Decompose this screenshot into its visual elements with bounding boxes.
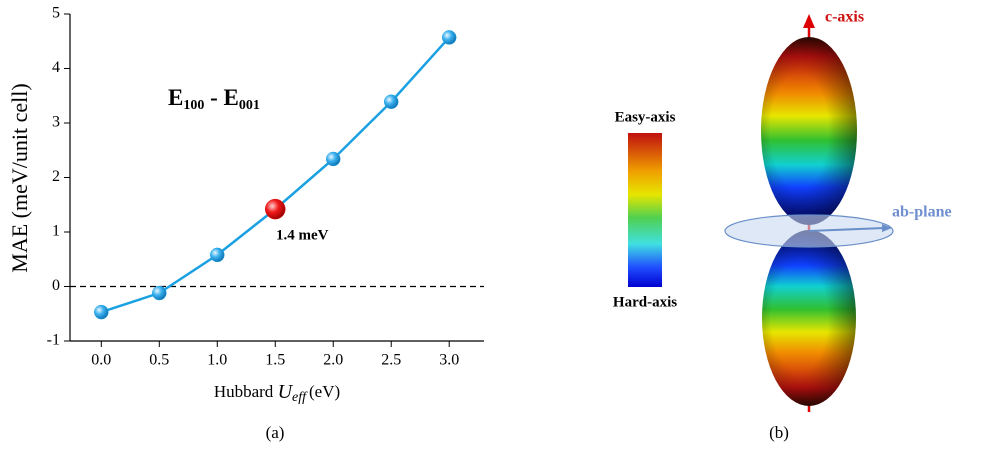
c-axis-label: c-axis [825,9,864,26]
y-tick-label: 4 [52,59,60,76]
diagram: Easy-axis Hard-axis c-axis ab-plane (b) [613,9,952,442]
x-label-unit: (eV) [309,382,340,401]
caption: (a) [266,423,285,442]
highlight-point [265,198,286,220]
colorbar-top-label: Easy-axis [615,109,676,125]
x-label-var: U [278,381,294,403]
arrow-head [803,14,815,28]
arrow-head [882,224,892,232]
annotation-sub: 001 [239,98,260,113]
y-tick-label: -1 [47,332,60,349]
x-tick-label: 0.5 [149,352,169,369]
y-tick-label: 5 [52,5,60,22]
x-tick-label: 1.5 [265,352,285,369]
chart: -1 0 1 2 3 4 5 0.0 0.5 1.0 1.5 2.0 2.5 3.0 [47,5,484,369]
ab-plane-label: ab-plane [892,204,952,221]
lobe-shade [761,37,857,225]
lobe-shade [762,230,856,406]
y-tick-label: 1 [52,223,60,240]
point-label: 1.4 meV [276,227,329,243]
colorbar-bottom-label: Hard-axis [613,294,677,310]
x-tick-label: 2.0 [323,352,343,369]
annotation-part: E [168,85,183,110]
line [100,36,451,314]
caption: (b) [769,423,789,442]
point [94,304,109,320]
y-tick-label: 3 [52,114,60,131]
x-tick-label: 0.0 [91,352,111,369]
point [441,30,457,45]
point [383,94,399,109]
annotation: E100 - E001 [168,85,260,113]
annotation-part: - E [204,85,239,110]
x-label-sub: eff [292,390,308,405]
x-tick-label: 2.5 [381,352,401,369]
y-axis-label: MAE (meV/unit cell) [7,83,32,272]
annotation-sub: 100 [183,98,204,113]
point [152,285,167,301]
x-label-text: Hubbard [214,382,278,401]
y-tick-label: 2 [52,168,60,185]
x-tick-label: 1.0 [207,352,227,369]
colorbar [628,133,662,287]
x-tick-label: 3.0 [439,352,459,369]
x-axis-label: Hubbard Ueff (eV) [214,381,340,406]
ab-arrow [808,227,885,232]
y-tick-label: 0 [52,277,60,294]
point [325,151,341,167]
point [210,247,225,263]
